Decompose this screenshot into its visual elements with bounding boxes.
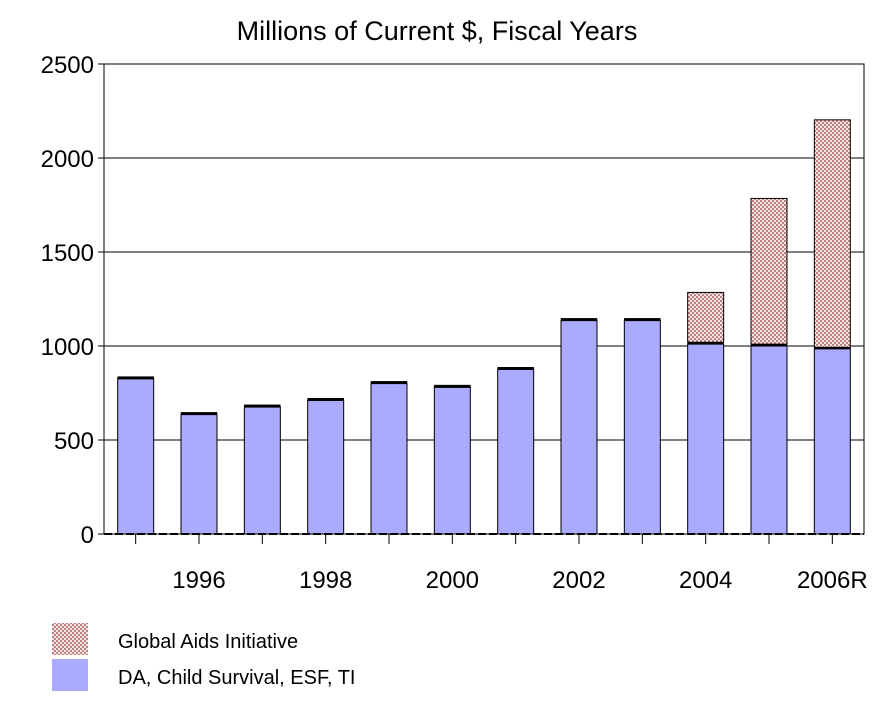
x-tick-label-2002: 2002 [552,567,605,594]
y-tick-label-2000: 2000 [41,146,94,173]
bar-2005-series-0 [750,345,788,535]
bar-2002-series-1 [560,318,598,321]
legend: Global Aids Initiative DA, Child Survival… [52,623,355,691]
bar-2004-series-2 [687,291,725,343]
x-tick-label-2004: 2004 [679,567,732,594]
x-tick-label-2006R: 2006R [797,567,868,594]
legend-label-1: DA, Child Survival, ESF, TI [118,667,355,689]
bar-2004-series-0 [687,343,725,535]
bar-2001-series-0 [497,369,535,535]
bar-1999-series-1 [370,381,408,384]
bar-2006R-series-2 [813,119,851,348]
y-tick-label-1500: 1500 [41,240,94,267]
y-tick-label-2500: 2500 [41,52,94,79]
legend-swatch-1 [52,659,88,691]
bar-2000-series-0 [433,386,471,535]
bar-1998-series-1 [307,398,344,401]
bars [117,119,851,535]
bar-2003-series-0 [623,320,661,535]
gridlines [103,63,865,535]
x-tick-label-1996: 1996 [172,567,225,594]
bar-1998-series-0 [307,400,345,535]
bar-1996-series-0 [180,414,218,535]
bar-2003-series-1 [624,318,661,321]
bar-2000-series-1 [434,384,471,388]
bar-1995-series-1 [117,376,154,380]
bar-1995-series-0 [117,378,155,535]
bar-2005-series-2 [750,197,788,345]
y-tick-label-500: 500 [54,428,94,455]
legend-swatch-0 [52,623,88,655]
y-tick-label-1000: 1000 [41,334,94,361]
bar-1999-series-0 [370,383,408,535]
bar-2001-series-1 [497,366,534,370]
bar-1996-series-1 [180,412,218,415]
bar-1997-series-1 [244,404,281,408]
chart-title: Millions of Current $, Fiscal Years [237,16,638,46]
bar-2006R-series-0 [813,348,851,535]
legend-label-0: Global Aids Initiative [118,631,298,653]
x-tick-label-1998: 1998 [299,567,352,594]
bar-2002-series-0 [560,320,598,535]
x-axis: 1996 1998 2000 2002 2004 2006R [104,533,868,594]
y-axis: 0 500 1000 1500 2000 2500 [41,52,104,549]
bar-1997-series-0 [243,406,281,535]
y-tick-label-0: 0 [81,522,94,549]
x-tick-label-2000: 2000 [426,567,479,594]
plot-frame [103,63,865,535]
